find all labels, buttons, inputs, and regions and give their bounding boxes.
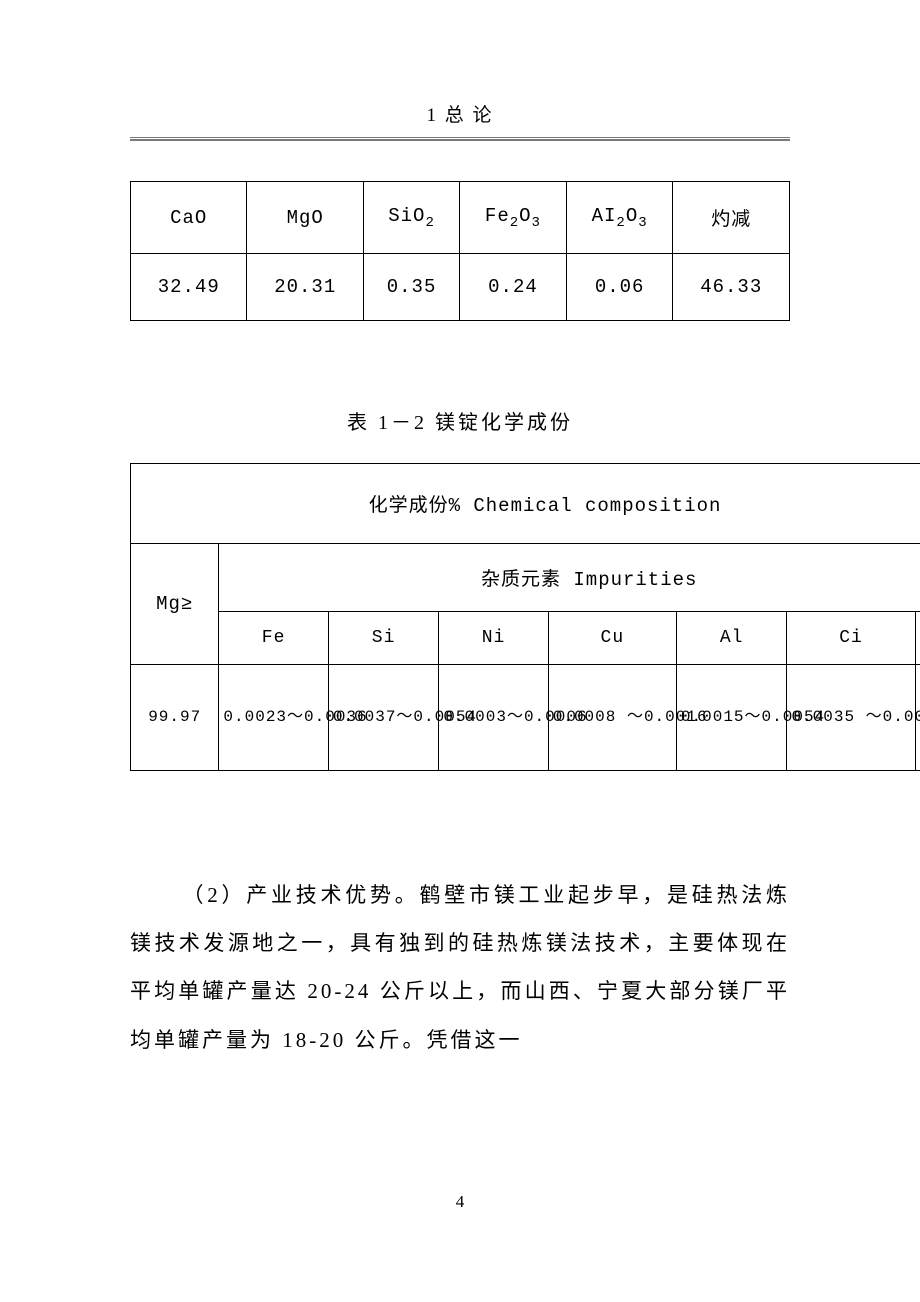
- table-header-al: Al: [676, 612, 787, 665]
- table-header-ci: Ci: [787, 612, 915, 665]
- table-cell: 0.35: [363, 254, 459, 321]
- table-cell: 0.0003～0.0006: [439, 665, 548, 771]
- table-cell: 0.24: [460, 254, 567, 321]
- table-header-impurities: 杂质元素 Impurities: [219, 544, 920, 612]
- table-header-sio2: SiO2: [363, 182, 459, 254]
- table2-wrapper: 化学成份% Chemical composition Mg≥ 杂质元素 Impu…: [130, 463, 920, 771]
- table-cell: 0.0037～0.0054: [328, 665, 439, 771]
- table-header-ni: Ni: [439, 612, 548, 665]
- section-title: 1 总 论: [130, 100, 790, 135]
- table-cell: 0.0035 ～0.0058: [787, 665, 915, 771]
- table-row: Mg≥ 杂质元素 Impurities: [131, 544, 920, 612]
- table-cell: 0.0023～0.0036: [219, 665, 328, 771]
- table-row: CaO MgO SiO2 Fe2O3 AI2O3 灼减: [131, 182, 790, 254]
- title-underline-thin: [130, 137, 790, 138]
- table-header-ai2o3: AI2O3: [566, 182, 673, 254]
- table-cell-mg-value: 99.97: [131, 665, 219, 771]
- composition-table-1: CaO MgO SiO2 Fe2O3 AI2O3 灼减 32.49 20.31 …: [130, 181, 790, 321]
- table-header-cu: Cu: [548, 612, 676, 665]
- table-row: 32.49 20.31 0.35 0.24 0.06 46.33: [131, 254, 790, 321]
- table-header-cao: CaO: [131, 182, 247, 254]
- table-header-loss: 灼减: [673, 182, 790, 254]
- table-cell: 0.06: [566, 254, 673, 321]
- table-header-main: 化学成份% Chemical composition: [131, 464, 920, 544]
- table-header-mgo: MgO: [247, 182, 363, 254]
- table-header-fe: Fe: [219, 612, 328, 665]
- table2-caption: 表 1－2 镁锭化学成份: [130, 406, 790, 435]
- table-cell: 32.49: [131, 254, 247, 321]
- table-header-si: Si: [328, 612, 439, 665]
- table-cell: 20.31: [247, 254, 363, 321]
- table-row: 化学成份% Chemical composition: [131, 464, 920, 544]
- magnesium-composition-table: 化学成份% Chemical composition Mg≥ 杂质元素 Impu…: [130, 463, 920, 771]
- page-number: 4: [0, 1192, 920, 1212]
- table-cell: 0.0008 ～0.0016: [548, 665, 676, 771]
- table-row: Fe Si Ni Cu Al Ci: [131, 612, 920, 665]
- table-cell: 0.0015～0.0054: [676, 665, 787, 771]
- body-paragraph: （2）产业技术优势。鹤壁市镁工业起步早，是硅热法炼镁技术发源地之一，具有独到的硅…: [130, 871, 790, 1064]
- title-underline-thick: [130, 139, 790, 141]
- table-row: 99.97 0.0023～0.0036 0.0037～0.0054 0.0003…: [131, 665, 920, 771]
- table-header-mg: Mg≥: [131, 544, 219, 665]
- table-header-extra: [915, 612, 920, 665]
- table-cell: 46.33: [673, 254, 790, 321]
- table-header-fe2o3: Fe2O3: [460, 182, 567, 254]
